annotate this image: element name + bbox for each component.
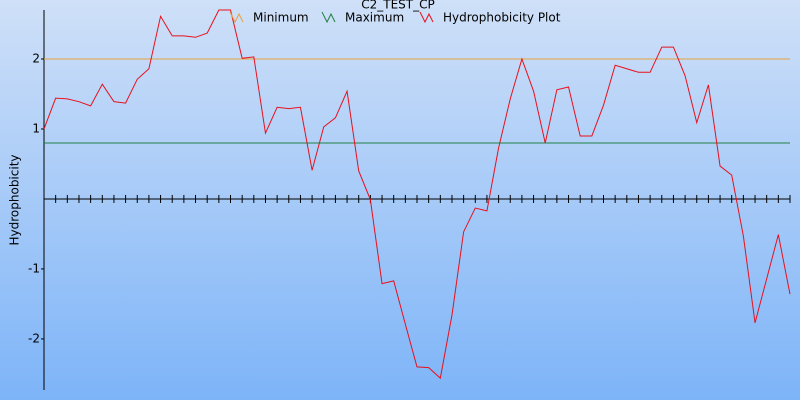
- legend-label: Maximum: [345, 11, 404, 25]
- chart-title: C2_TEST_CP: [361, 0, 435, 12]
- y-tick-label: 2: [32, 51, 40, 65]
- legend-icon: [321, 11, 336, 24]
- y-tick-label: -2: [28, 331, 40, 345]
- y-tick-label: 1: [32, 121, 40, 135]
- legend-label: Minimum: [253, 11, 309, 25]
- legend-icon: [419, 11, 434, 24]
- data-line: [43, 9, 791, 380]
- y-axis-label: Hydrophobicity: [8, 154, 22, 245]
- y-tick-label: -1: [28, 261, 40, 275]
- legend-label: Hydrophobicity Plot: [443, 11, 561, 25]
- legend-icon: [229, 11, 244, 24]
